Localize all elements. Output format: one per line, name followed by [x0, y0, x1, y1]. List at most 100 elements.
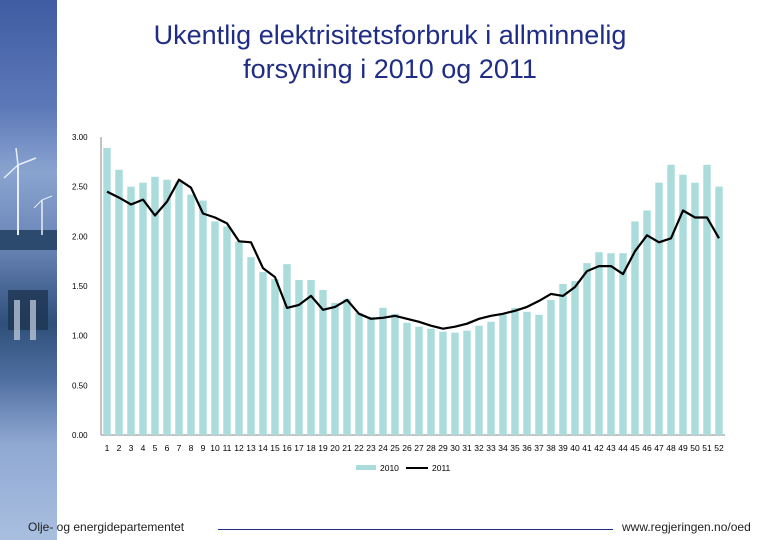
y-tick-label: 1.00 — [72, 332, 88, 341]
bar-2010 — [139, 182, 147, 435]
y-tick-label: 3.00 — [72, 133, 88, 142]
x-tick-label: 9 — [201, 443, 206, 453]
bar-2010 — [559, 284, 567, 435]
bar-2010 — [451, 332, 459, 435]
x-tick-label: 26 — [402, 443, 412, 453]
x-tick-label: 31 — [462, 443, 472, 453]
x-tick-label: 15 — [270, 443, 280, 453]
bar-2010 — [667, 164, 675, 435]
bar-2010 — [127, 186, 135, 435]
x-tick-label: 46 — [642, 443, 652, 453]
bar-2010 — [643, 210, 651, 435]
bar-2010 — [691, 182, 699, 435]
x-tick-label: 35 — [510, 443, 520, 453]
footer-organization: Olje- og energidepartementet — [28, 520, 185, 534]
bar-2010 — [103, 147, 111, 435]
bar-2010 — [355, 312, 363, 435]
x-tick-label: 39 — [558, 443, 568, 453]
x-tick-label: 47 — [654, 443, 664, 453]
bar-2010 — [619, 253, 627, 435]
bar-2010 — [583, 263, 591, 435]
bar-2010 — [343, 298, 351, 435]
bar-2010 — [427, 328, 435, 435]
x-tick-label: 24 — [378, 443, 388, 453]
x-tick-label: 2 — [117, 443, 122, 453]
bar-2010 — [499, 314, 507, 435]
bar-2010 — [523, 311, 531, 435]
x-tick-label: 29 — [438, 443, 448, 453]
bar-2010 — [571, 281, 579, 435]
bar-2010 — [223, 226, 231, 435]
legend-label-2010: 2010 — [380, 463, 399, 473]
bar-2010 — [475, 325, 483, 435]
bar-2010 — [367, 316, 375, 435]
x-tick-label: 45 — [630, 443, 640, 453]
x-tick-label: 14 — [258, 443, 268, 453]
bar-2010 — [391, 313, 399, 435]
legend-label-2011: 2011 — [432, 463, 451, 473]
x-tick-label: 10 — [210, 443, 220, 453]
x-tick-label: 8 — [189, 443, 194, 453]
x-tick-label: 20 — [330, 443, 340, 453]
bar-2010 — [151, 176, 159, 435]
x-tick-label: 30 — [450, 443, 460, 453]
bar-2010 — [379, 307, 387, 435]
x-tick-label: 52 — [714, 443, 724, 453]
x-tick-label: 33 — [486, 443, 496, 453]
bar-2010 — [259, 272, 267, 435]
bar-2010 — [283, 264, 291, 435]
x-tick-label: 34 — [498, 443, 508, 453]
bar-2010 — [547, 299, 555, 435]
bar-2010 — [295, 280, 303, 435]
bar-2010 — [187, 194, 195, 435]
x-tick-label: 7 — [177, 443, 182, 453]
x-tick-label: 6 — [165, 443, 170, 453]
x-tick-label: 43 — [606, 443, 616, 453]
x-tick-label: 11 — [223, 443, 232, 453]
bar-2010 — [535, 314, 543, 435]
x-tick-label: 18 — [306, 443, 316, 453]
bar-2010 — [175, 181, 183, 435]
x-tick-label: 28 — [426, 443, 436, 453]
bar-2010 — [199, 200, 207, 435]
y-tick-label: 2.00 — [72, 232, 88, 241]
x-tick-label: 21 — [342, 443, 352, 453]
x-tick-label: 36 — [522, 443, 532, 453]
x-tick-label: 44 — [618, 443, 628, 453]
bar-2010 — [415, 326, 423, 435]
bar-2010 — [715, 186, 723, 435]
x-tick-label: 5 — [153, 443, 158, 453]
y-tick-label: 0.00 — [72, 431, 88, 440]
bar-2010 — [595, 252, 603, 435]
bar-2010 — [511, 307, 519, 435]
bar-2010 — [319, 289, 327, 435]
x-tick-label: 51 — [702, 443, 712, 453]
y-tick-label: 2.50 — [72, 183, 88, 192]
x-tick-label: 40 — [570, 443, 580, 453]
x-tick-label: 12 — [234, 443, 244, 453]
x-tick-label: 48 — [666, 443, 676, 453]
x-tick-label: 49 — [678, 443, 688, 453]
bar-2010 — [679, 174, 687, 435]
chart-area: 0.000.501.001.502.002.503.001 2 3 4 5 6 7 8 9 10 1… — [72, 133, 725, 473]
x-tick-label: 50 — [690, 443, 700, 453]
title-line-2: forsyning i 2010 og 2011 — [243, 54, 537, 84]
bar-2010 — [163, 179, 171, 435]
x-tick-label: 13 — [246, 443, 256, 453]
x-tick-label: 17 — [294, 443, 304, 453]
x-tick-label: 37 — [534, 443, 544, 453]
bar-2010 — [115, 169, 123, 435]
bar-2010 — [703, 164, 711, 435]
x-tick-label: 42 — [594, 443, 604, 453]
x-tick-label: 19 — [318, 443, 328, 453]
bar-2010 — [271, 279, 279, 435]
footer-url[interactable]: www.regjeringen.no/oed — [622, 520, 751, 534]
x-tick-label: 32 — [474, 443, 484, 453]
y-tick-label: 0.50 — [72, 381, 88, 390]
legend-swatch-2010 — [356, 465, 376, 470]
bar-2010 — [487, 321, 495, 435]
side-photo-strip — [0, 0, 57, 540]
bar-2010 — [211, 221, 219, 435]
x-tick-label: 1 — [105, 443, 110, 453]
wind-turbine-icon — [0, 147, 57, 340]
